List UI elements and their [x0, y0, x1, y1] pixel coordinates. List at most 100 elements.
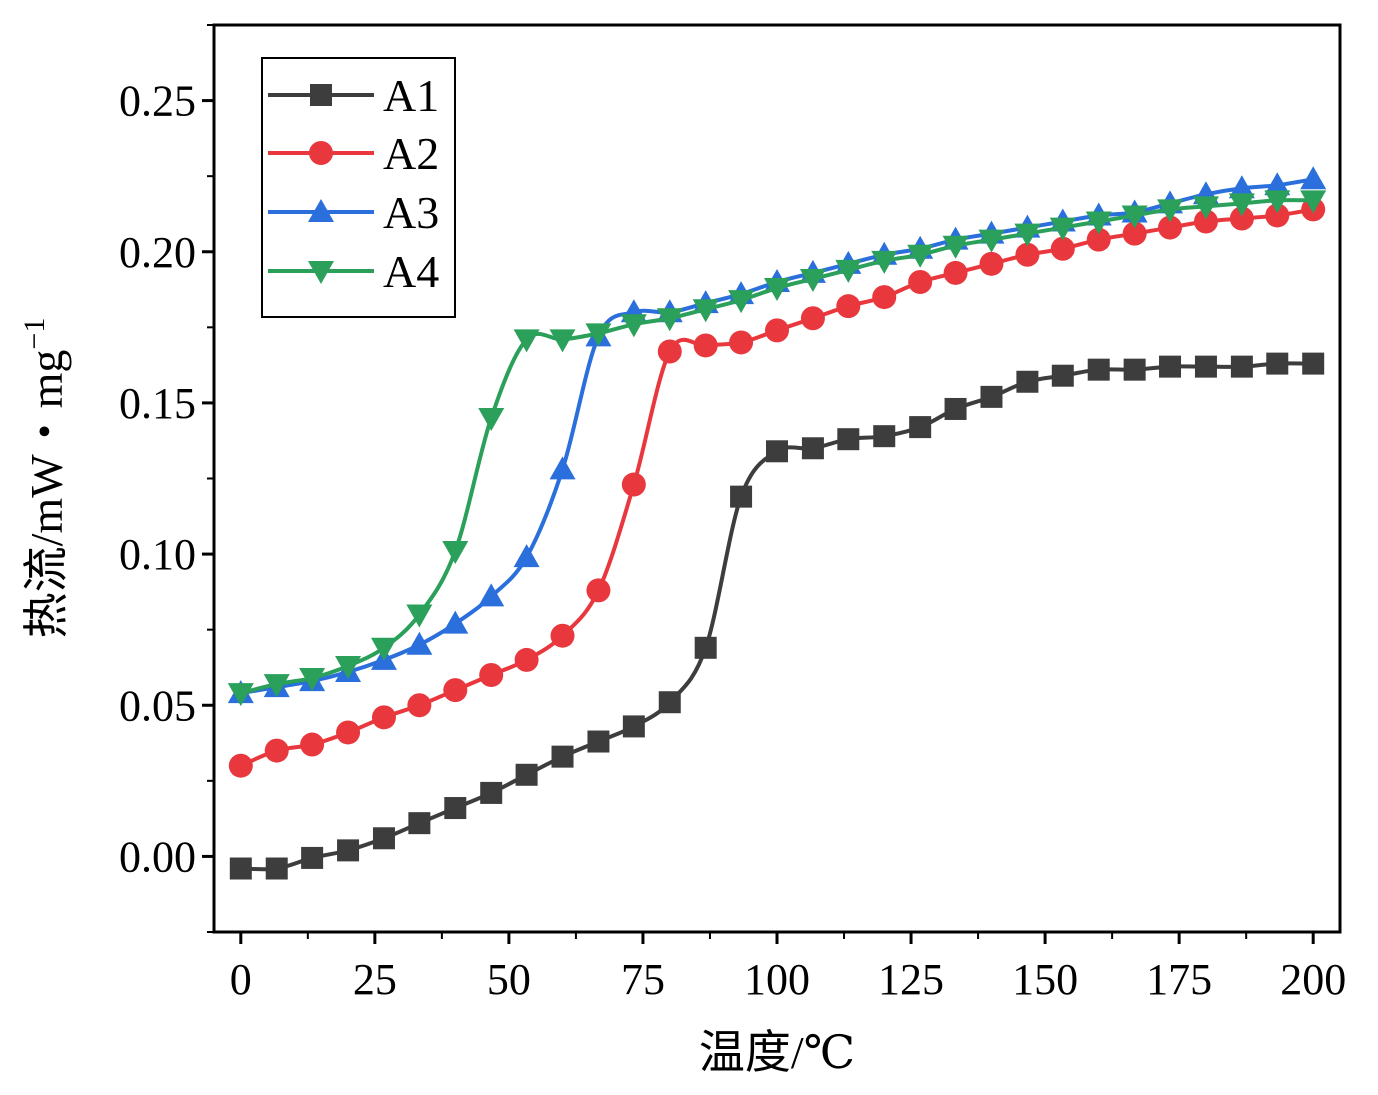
data-point-A4 [335, 655, 362, 679]
data-point-A3 [406, 631, 433, 655]
data-point-A1 [515, 763, 538, 786]
series-A4 [227, 190, 1327, 707]
data-point-A1 [480, 781, 503, 804]
data-point-A1 [1266, 352, 1289, 375]
data-point-A1 [622, 715, 645, 738]
data-point-A4 [835, 259, 862, 283]
data-point-A3 [1228, 175, 1255, 199]
data-point-A1 [1159, 355, 1182, 378]
y-axis-title-main: 热流/mW・mg [21, 350, 72, 639]
data-point-A2 [800, 306, 825, 331]
data-point-A4 [585, 323, 612, 347]
data-point-A4 [299, 668, 326, 692]
legend-label-A3: A3 [383, 187, 439, 238]
data-point-A2 [729, 330, 754, 355]
data-point-A2 [407, 693, 432, 718]
data-point-A2 [657, 339, 682, 364]
data-point-A4 [942, 235, 969, 259]
data-point-A4 [620, 314, 647, 338]
series-A2 [228, 197, 1326, 778]
data-point-A3 [549, 456, 576, 480]
legend-label-A1: A1 [383, 70, 439, 121]
data-point-A1 [658, 691, 681, 714]
data-point-A1 [909, 416, 932, 439]
data-point-A4 [978, 229, 1005, 253]
x-tick-label: 200 [1280, 955, 1346, 1004]
data-point-A2 [1050, 236, 1075, 261]
data-point-A4 [1014, 223, 1041, 247]
data-point-A2 [943, 260, 968, 285]
y-tick-label: 0.05 [119, 681, 196, 730]
data-point-A1 [801, 437, 824, 460]
data-point-A3 [1300, 166, 1327, 190]
data-point-A2 [264, 738, 289, 763]
data-point-A1 [372, 827, 395, 850]
data-point-A2 [336, 720, 361, 745]
series-line-A1 [240, 361, 1314, 872]
data-point-A2 [836, 294, 861, 319]
data-point-A1 [1016, 370, 1039, 393]
data-point-A4 [907, 244, 934, 268]
series-layer [227, 166, 1327, 880]
y-axis-title: 热流/mW・mg−1 [18, 318, 72, 639]
x-axis-title: 温度/℃ [699, 1027, 855, 1078]
data-point-A3 [478, 583, 505, 607]
data-point-A2 [1265, 203, 1290, 228]
data-point-A4 [1300, 190, 1327, 214]
data-point-A4 [764, 278, 790, 302]
data-point-A2 [1122, 221, 1147, 246]
data-point-A2 [479, 663, 504, 688]
y-tick-label: 0.00 [119, 832, 196, 881]
data-point-A4 [263, 674, 290, 698]
x-tick-label: 0 [230, 955, 252, 1004]
data-point-A2 [1229, 206, 1254, 231]
y-tick-label: 0.15 [119, 379, 196, 428]
legend-marker-A1 [310, 84, 332, 106]
data-point-A2 [550, 623, 575, 648]
data-point-A2 [872, 285, 897, 310]
data-point-A1 [1123, 358, 1146, 381]
y-tick-label: 0.20 [119, 228, 196, 277]
legend-box [261, 57, 456, 318]
data-point-A4 [1085, 211, 1112, 235]
data-point-A1 [980, 385, 1003, 408]
data-point-A2 [443, 678, 468, 703]
legend-label-A4: A4 [383, 246, 439, 297]
y-tick-label: 0.10 [119, 530, 196, 579]
data-point-A1 [551, 745, 574, 768]
data-point-A1 [873, 425, 896, 448]
data-point-A4 [871, 250, 898, 274]
data-point-A1 [587, 730, 610, 753]
data-point-A4 [478, 408, 505, 432]
data-point-A1 [1194, 355, 1217, 378]
data-point-A1 [694, 636, 717, 659]
data-point-A1 [444, 797, 467, 820]
data-point-A4 [1264, 190, 1291, 214]
data-point-A1 [337, 839, 360, 862]
data-point-A2 [979, 251, 1004, 276]
data-point-A1 [1230, 355, 1253, 378]
data-point-A4 [406, 604, 433, 628]
data-point-A2 [300, 732, 325, 757]
data-point-A4 [799, 268, 826, 292]
data-point-A3 [1264, 172, 1291, 196]
data-point-A1 [1302, 352, 1325, 375]
data-point-A2 [1015, 242, 1040, 267]
data-point-A4 [370, 637, 397, 661]
data-point-A1 [1051, 364, 1074, 387]
legend-marker-A2 [309, 141, 333, 165]
data-point-A4 [728, 290, 755, 314]
x-tick-label: 25 [353, 955, 397, 1004]
data-point-A2 [621, 472, 646, 497]
data-point-A4 [442, 541, 469, 565]
data-point-A2 [1158, 215, 1183, 240]
data-point-A3 [442, 610, 469, 634]
x-tick-label: 125 [878, 955, 944, 1004]
data-point-A4 [227, 683, 254, 707]
x-tick-label: 150 [1012, 955, 1078, 1004]
data-point-A2 [1086, 227, 1111, 252]
data-point-A2 [693, 333, 718, 358]
data-point-A2 [371, 705, 396, 730]
data-point-A1 [265, 857, 288, 880]
y-axis-title-sup: −1 [18, 318, 51, 350]
